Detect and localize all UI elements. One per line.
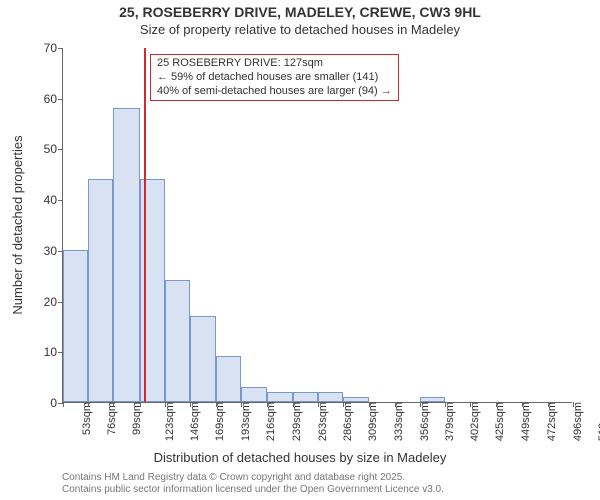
footer-copyright-2: Contains public sector information licen… [62,484,444,496]
title-address: 25, ROSEBERRY DRIVE, MADELEY, CREWE, CW3… [0,4,600,22]
x-tick-label: 309sqm [367,402,379,441]
x-tick-label: 193sqm [240,402,252,441]
y-tick-label: 0 [25,396,57,410]
y-tick-label: 70 [25,41,57,55]
histogram-bar [88,179,113,402]
annotation-box: 25 ROSEBERRY DRIVE: 127sqm← 59% of detac… [150,54,399,101]
x-tick-label: 402sqm [469,402,481,441]
histogram-chart: 25, ROSEBERRY DRIVE, MADELEY, CREWE, CW3… [0,0,600,500]
x-tick-label: 216sqm [266,402,278,441]
x-tick-label: 239sqm [291,402,303,441]
x-tick-label: 99sqm [131,402,143,435]
plot-area: 01020304050607053sqm76sqm99sqm123sqm146s… [62,48,572,403]
histogram-bar [241,387,266,402]
x-tick-label: 425sqm [494,402,506,441]
histogram-bar [63,250,88,402]
x-tick-label: 286sqm [342,402,354,441]
y-axis-label: Number of detached properties [10,135,25,314]
x-tick-label: 169sqm [214,402,226,441]
histogram-bar [267,392,293,402]
histogram-bar [216,356,241,402]
x-tick-label: 123sqm [164,402,176,441]
y-tick-label: 50 [25,142,57,156]
x-tick-label: 146sqm [189,402,201,441]
x-tick-label: 379sqm [444,402,456,441]
histogram-bar [318,392,343,402]
chart-footer: Contains HM Land Registry data © Crown c… [62,472,444,496]
y-tick-label: 30 [25,244,57,258]
annotation-larger: 40% of semi-detached houses are larger (… [157,85,392,99]
annotation-smaller: ← 59% of detached houses are smaller (14… [157,71,392,85]
y-tick-label: 60 [25,92,57,106]
y-tick-label: 40 [25,193,57,207]
x-tick-label: 76sqm [106,402,118,435]
y-tick-label: 20 [25,295,57,309]
x-tick-label: 496sqm [572,402,584,441]
footer-copyright-1: Contains HM Land Registry data © Crown c… [62,472,444,484]
histogram-bar [113,108,139,402]
x-tick-label: 53sqm [81,402,93,435]
x-tick-label: 356sqm [419,402,431,441]
x-tick-label: 263sqm [317,402,329,441]
histogram-bar [293,392,318,402]
x-tick-label: 472sqm [546,402,558,441]
histogram-bar [190,316,216,402]
histogram-bar [165,280,190,402]
x-axis-label: Distribution of detached houses by size … [0,450,600,465]
x-tick-label: 333sqm [394,402,406,441]
x-tick-label: 449sqm [521,402,533,441]
title-subtitle: Size of property relative to detached ho… [0,22,600,38]
chart-title: 25, ROSEBERRY DRIVE, MADELEY, CREWE, CW3… [0,0,600,38]
annotation-title: 25 ROSEBERRY DRIVE: 127sqm [157,57,392,71]
y-tick-label: 10 [25,345,57,359]
annotation-line [144,48,146,402]
